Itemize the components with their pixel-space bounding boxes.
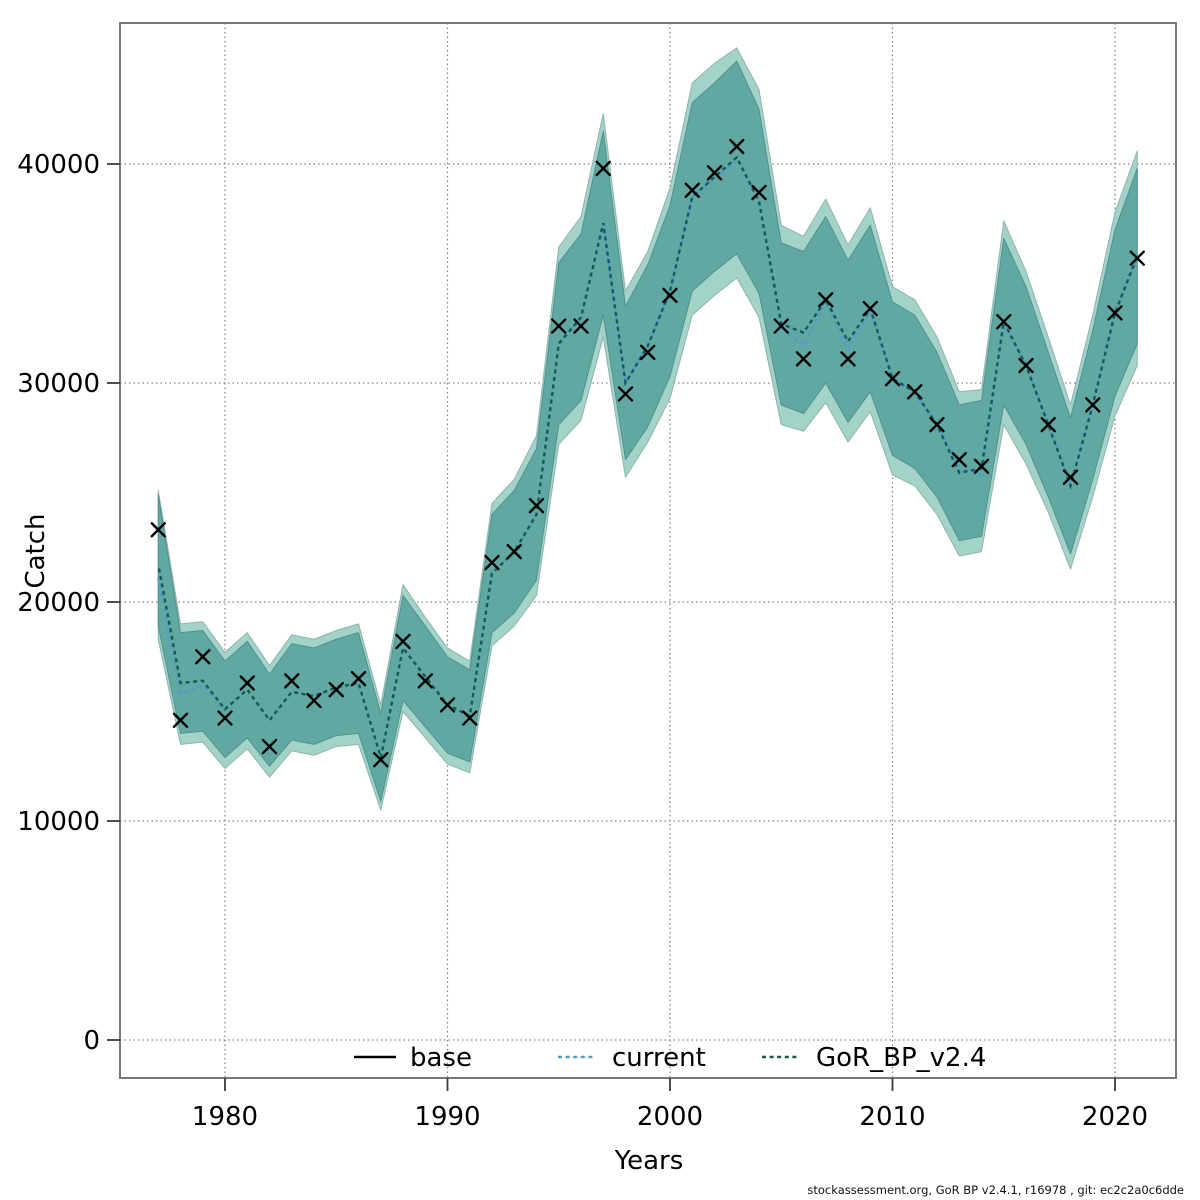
footer-note: stockassessment.org, GoR BP v2.4.1, r169… (807, 1183, 1184, 1197)
catch-cross (973, 458, 990, 474)
catch-cross (1085, 397, 1101, 413)
catch-cross (373, 751, 389, 768)
x-tick-label: 1990 (414, 1102, 480, 1132)
catch-cross (907, 384, 923, 400)
catch-cross (439, 697, 456, 713)
catch-cross (684, 182, 700, 198)
catch-cross (840, 351, 856, 367)
y-axis-title: Catch (21, 513, 51, 589)
catch-cross (706, 165, 723, 181)
confidence-band-gor (157, 60, 1138, 802)
catch-cross (239, 675, 255, 691)
catch-cross (595, 160, 611, 177)
catch-cross (729, 138, 745, 155)
catch-cross (573, 318, 589, 334)
legend-item-current: current (558, 1043, 706, 1073)
x-axis-title: Years (614, 1146, 684, 1176)
legend-label: current (612, 1043, 706, 1073)
catch-cross (1107, 305, 1123, 321)
catch-cross (484, 554, 500, 571)
x-tick-label: 2000 (637, 1102, 703, 1132)
catch-cross (795, 351, 812, 367)
y-tick-label: 40000 (17, 150, 100, 180)
catch-cross (417, 673, 433, 689)
x-tick-label: 2020 (1082, 1102, 1148, 1132)
catch-cross (551, 318, 567, 334)
catch-cross (1040, 416, 1056, 433)
catch-cross (751, 184, 767, 201)
catch-cross (462, 710, 478, 726)
y-tick-label: 10000 (17, 807, 100, 837)
y-tick-label: 0 (83, 1026, 100, 1056)
catch-cross (150, 522, 166, 538)
observed-catch-marks (150, 138, 1145, 768)
catch-cross (884, 370, 901, 387)
catch-cross (172, 712, 189, 728)
catch-cross (261, 738, 278, 755)
catch-cross (506, 543, 522, 560)
catch-cross (1129, 250, 1145, 266)
legend-label: GoR_BP_v2.4 (816, 1043, 986, 1073)
catch-cross (395, 633, 411, 650)
catch-cross (617, 386, 634, 402)
catch-cross (929, 416, 945, 433)
catch-cross (1018, 357, 1034, 374)
catch-cross (284, 673, 300, 689)
legend-item-gor-bp-v2-4: GoR_BP_v2.4 (762, 1043, 986, 1073)
catch-cross (640, 344, 656, 361)
catch-cross (528, 497, 545, 514)
x-tick-label: 1980 (192, 1102, 258, 1132)
legend-item-base: base (354, 1043, 472, 1073)
catch-cross (862, 300, 878, 317)
y-tick-label: 30000 (17, 369, 100, 399)
x-tick-label: 2010 (859, 1102, 925, 1132)
legend-label: base (410, 1043, 472, 1073)
legend: base current GoR_BP_v2.4 (354, 1043, 986, 1073)
catch-cross (217, 710, 233, 726)
gor-bp-line (157, 155, 1139, 758)
catch-cross (195, 649, 211, 665)
catch-cross (773, 318, 789, 334)
catch-cross (662, 287, 678, 304)
catch-cross (350, 670, 367, 687)
catch-cross (818, 292, 834, 308)
catch-cross (306, 692, 322, 709)
y-tick-label: 20000 (17, 588, 100, 618)
plot-border (119, 22, 1177, 1079)
catch-cross (1062, 469, 1079, 485)
catch-cross (951, 451, 967, 468)
catch-cross (328, 681, 344, 698)
catch-cross (996, 313, 1012, 330)
